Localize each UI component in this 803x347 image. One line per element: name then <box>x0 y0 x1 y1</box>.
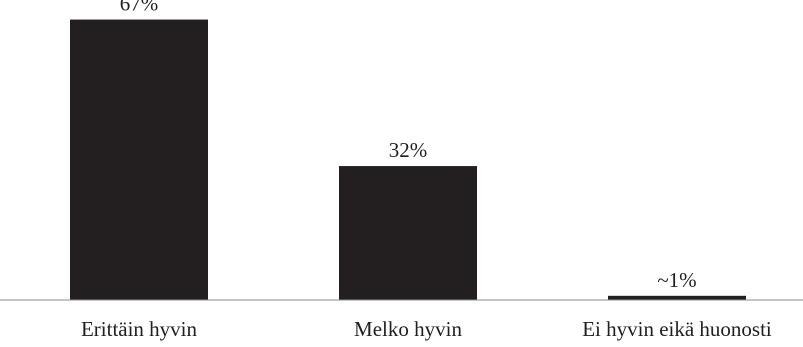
value-label-2: 32% <box>389 138 428 162</box>
x-tick-label-3: Ei hyvin eikä huonosti <box>582 317 772 341</box>
x-tick-labels-group: Erittäin hyvin Melko hyvin Ei hyvin eikä h… <box>81 317 772 341</box>
value-label-3: ~1% <box>657 268 696 292</box>
bars-group <box>70 19 746 301</box>
x-tick-label-2: Melko hyvin <box>354 317 462 341</box>
x-tick-label-1: Erittäin hyvin <box>81 317 198 341</box>
bar-2 <box>339 166 477 300</box>
bar-1 <box>70 19 208 301</box>
bar-3 <box>608 295 746 300</box>
value-labels-group: 67% 32% ~1% <box>120 0 697 292</box>
value-label-1: 67% <box>120 0 159 16</box>
